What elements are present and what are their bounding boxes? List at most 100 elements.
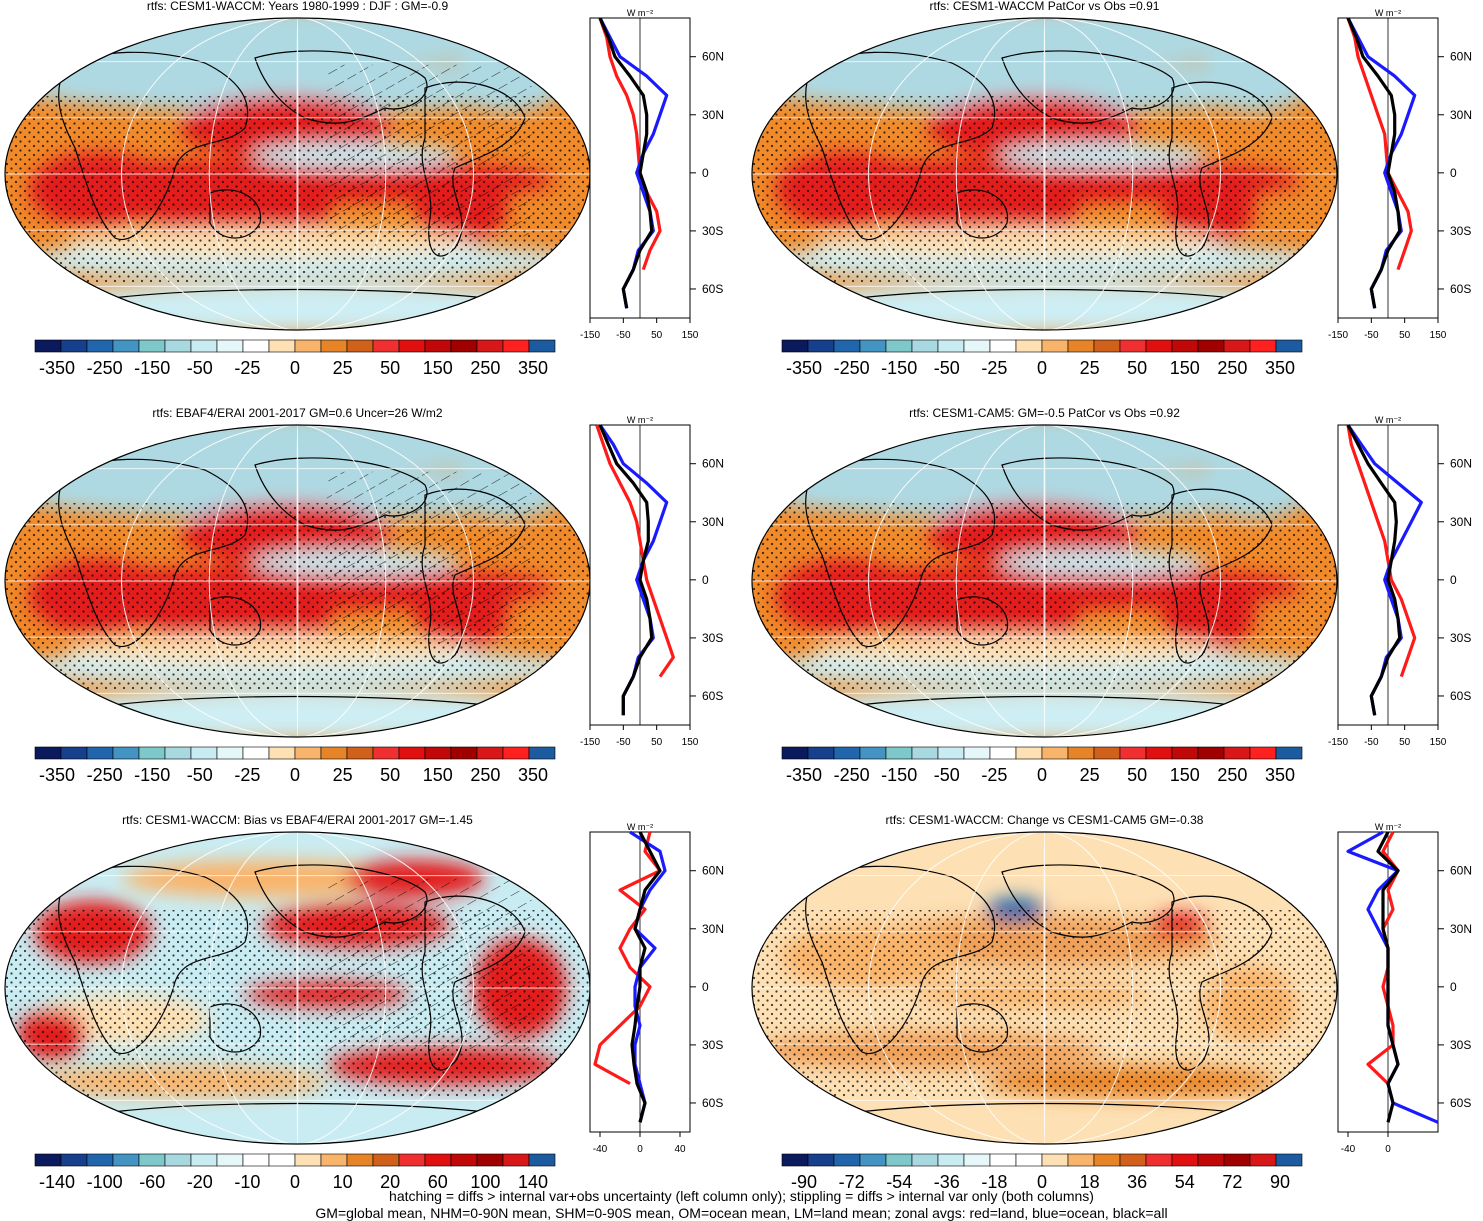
colorbar-label: -54 <box>886 1172 912 1192</box>
y-tick-label: 30N <box>702 922 724 936</box>
colorbar-label: 150 <box>423 358 453 378</box>
colorbar-swatch <box>112 746 140 760</box>
colorbar: -90 -72 -54 -36 -18 0 18 36 54 72 90 <box>781 1153 1303 1192</box>
colorbar-swatch <box>1015 1153 1043 1167</box>
x-tick-label: 0 <box>1385 1144 1391 1155</box>
colorbar-label: -50 <box>187 765 213 785</box>
y-tick-label: 60N <box>702 864 724 878</box>
colorbar-swatch <box>34 339 62 353</box>
colorbar-swatch <box>781 1153 809 1167</box>
colorbar-swatch <box>1145 339 1173 353</box>
colorbar-label: -350 <box>39 358 75 378</box>
y-tick-label: 60N <box>1450 50 1472 64</box>
colorbar-label: 0 <box>290 1172 300 1192</box>
colorbar-swatch <box>216 746 244 760</box>
panel-f: rtfs: CESM1-WACCM: Change vs CESM1-CAM5 … <box>751 813 1472 1192</box>
colorbar-swatch <box>346 339 374 353</box>
colorbar-label: -50 <box>934 765 960 785</box>
map-field <box>5 425 590 737</box>
colorbar-swatch <box>294 746 322 760</box>
y-tick-label: 60S <box>1450 282 1471 296</box>
colorbar-swatch <box>320 746 348 760</box>
colorbar-swatch <box>60 746 88 760</box>
colorbar-swatch <box>1197 339 1225 353</box>
colorbar-swatch <box>320 339 348 353</box>
panel-title: rtfs: CESM1-WACCM PatCor vs Obs =0.91 <box>930 0 1160 13</box>
zonal-line-all <box>1376 831 1400 1123</box>
colorbar-label: -350 <box>39 765 75 785</box>
colorbar-swatch <box>476 746 504 760</box>
zonal-mean-plot: W m⁻² 60N 30N 0 30S 60S -40 0 <box>1337 822 1472 1155</box>
y-tick-label: 30S <box>1450 224 1471 238</box>
y-tick-label: 60N <box>1450 864 1472 878</box>
y-tick-label: 60S <box>1450 1096 1471 1110</box>
colorbar-swatch <box>1249 1153 1277 1167</box>
colorbar-label: -100 <box>87 1172 123 1192</box>
colorbar-swatch <box>911 746 939 760</box>
colorbar-swatch <box>86 746 114 760</box>
zonal-mean-plot: W m⁻² 60N 30N 0 30S 60S -40 0 40 <box>589 822 724 1155</box>
colorbar-label: 25 <box>1080 358 1100 378</box>
colorbar-label: 90 <box>1270 1172 1290 1192</box>
colorbar-swatch <box>1145 746 1173 760</box>
colorbar-label: 350 <box>518 765 548 785</box>
colorbar-label: 50 <box>380 358 400 378</box>
colorbar-swatch <box>216 339 244 353</box>
panel-a: rtfs: CESM1-WACCM: Years 1980-1999 : DJF… <box>4 0 724 378</box>
colorbar-label: -72 <box>839 1172 865 1192</box>
y-tick-label: 30N <box>1450 108 1472 122</box>
y-tick-label: 30S <box>702 224 723 238</box>
colorbar-swatch <box>963 746 991 760</box>
colorbar-label: -90 <box>791 1172 817 1192</box>
colorbar-label: -50 <box>934 358 960 378</box>
colorbar-swatch <box>1119 1153 1147 1167</box>
map-outline <box>751 17 1338 331</box>
colorbar-swatch <box>1093 746 1121 760</box>
colorbar-label: 60 <box>428 1172 448 1192</box>
colorbar-label: -60 <box>139 1172 165 1192</box>
colorbar-swatch <box>398 746 426 760</box>
y-tick-label: 30N <box>702 515 724 529</box>
x-tick-label: -150 <box>580 737 600 748</box>
colorbar-swatch <box>242 339 270 353</box>
colorbar-label: 54 <box>1175 1172 1195 1192</box>
colorbar-swatch <box>268 1153 296 1167</box>
zonal-mean-plot: W m⁻² 60N 30N 0 30S 60S -150 -50 50 150 <box>1328 415 1472 748</box>
colorbar-swatch <box>1249 339 1277 353</box>
map <box>751 831 1338 1145</box>
colorbar-swatch <box>1145 1153 1173 1167</box>
colorbar-swatch <box>60 339 88 353</box>
colorbar-swatch <box>1171 1153 1199 1167</box>
panel-e: rtfs: CESM1-WACCM: Bias vs EBAF4/ERAI 20… <box>4 813 724 1192</box>
colorbar-swatch <box>807 746 835 760</box>
colorbar-swatch <box>528 746 556 760</box>
colorbar-swatch <box>833 339 861 353</box>
colorbar-swatch <box>372 1153 400 1167</box>
x-tick-label: 150 <box>1430 737 1447 748</box>
colorbar-swatch <box>112 1153 140 1167</box>
colorbar-swatch <box>450 1153 478 1167</box>
zonal-line-all <box>598 17 654 309</box>
y-tick-label: 0 <box>1450 980 1457 994</box>
map <box>751 424 1338 738</box>
colorbar-swatch <box>164 1153 192 1167</box>
colorbar: -350 -250 -150 -50 -25 0 25 50 150 250 350 <box>781 339 1303 378</box>
colorbar-label: 0 <box>1037 765 1047 785</box>
colorbar-swatch <box>989 1153 1017 1167</box>
graticule <box>5 425 590 737</box>
colorbar-label: -250 <box>834 765 870 785</box>
y-tick-label: 60S <box>1450 689 1471 703</box>
panel-title: rtfs: CESM1-WACCM: Bias vs EBAF4/ERAI 20… <box>122 813 473 827</box>
panel-c: rtfs: EBAF4/ERAI 2001-2017 GM=0.6 Uncer=… <box>4 406 724 785</box>
colorbar-swatch <box>1093 339 1121 353</box>
colorbar-swatch <box>885 1153 913 1167</box>
colorbar-swatch <box>138 1153 166 1167</box>
colorbar-swatch <box>963 339 991 353</box>
y-tick-label: 30S <box>1450 1038 1471 1052</box>
colorbar-label: 20 <box>380 1172 400 1192</box>
colorbar-swatch <box>320 1153 348 1167</box>
colorbar-swatch <box>34 1153 62 1167</box>
colorbar-swatch <box>1223 1153 1251 1167</box>
y-tick-label: 30S <box>702 631 723 645</box>
colorbar-swatch <box>911 1153 939 1167</box>
